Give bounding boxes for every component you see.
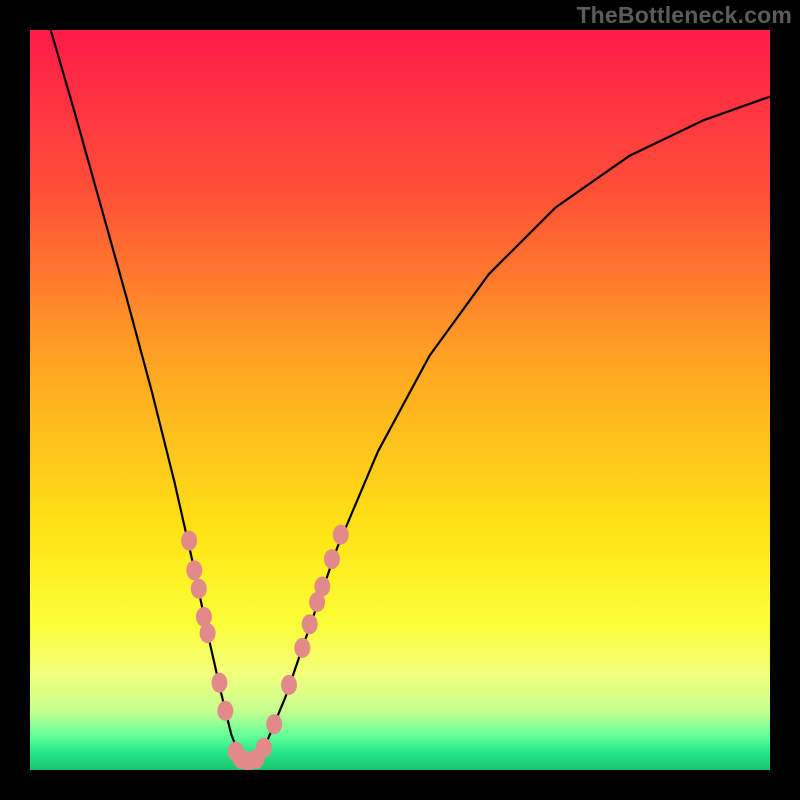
marker-point: [266, 714, 282, 734]
bottleneck-curve: [51, 30, 770, 763]
markers-group: [181, 525, 349, 770]
marker-point: [211, 673, 227, 693]
curve-layer: [30, 30, 770, 770]
watermark-text: TheBottleneck.com: [576, 2, 792, 29]
marker-point: [181, 531, 197, 551]
marker-point: [314, 576, 330, 596]
marker-point: [256, 738, 272, 758]
marker-point: [333, 525, 349, 545]
marker-point: [324, 549, 340, 569]
marker-point: [281, 675, 297, 695]
stage: TheBottleneck.com: [0, 0, 800, 800]
marker-point: [200, 623, 216, 643]
marker-point: [217, 701, 233, 721]
marker-point: [191, 579, 207, 599]
plot-area: [30, 30, 770, 770]
marker-point: [302, 614, 318, 634]
marker-point: [186, 560, 202, 580]
marker-point: [294, 638, 310, 658]
